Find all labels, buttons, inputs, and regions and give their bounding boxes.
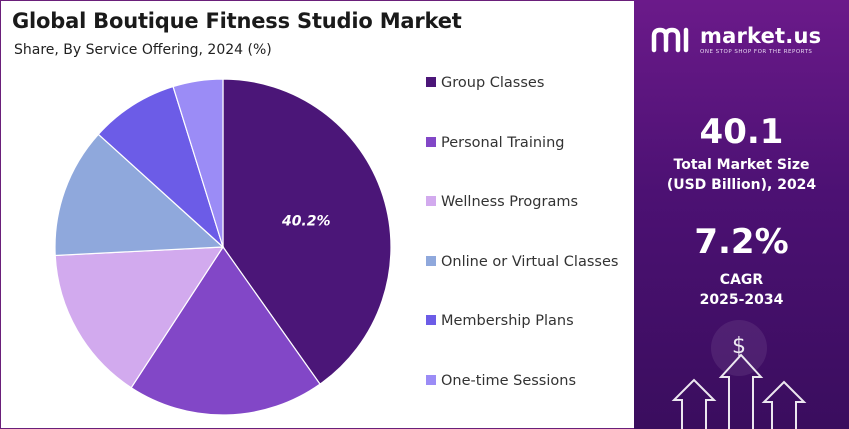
pie-slice-personal-training (130, 245, 321, 416)
chart-subtitle: Share, By Service Offering, 2024 (%) (14, 42, 272, 58)
up-arrow-icon (671, 353, 807, 429)
legend-label: Online or Virtual Classes (441, 253, 619, 270)
summary-panel: $ market.us ONE STOP SHOP FOR THE REPORT… (634, 0, 849, 429)
legend-label: Membership Plans (441, 313, 574, 330)
market-size-label-line1: Total Market Size (673, 157, 810, 173)
cagr-label-line2: 2025-2034 (699, 292, 784, 308)
pie-slice-wellness-programs (54, 246, 225, 389)
brand-logo: market.us ONE STOP SHOP FOR THE REPORTS (650, 22, 821, 56)
pie-slice-membership-plans (97, 85, 225, 249)
legend-label: Group Classes (441, 75, 545, 91)
legend-swatch (426, 196, 436, 207)
pie-chart: 40.2% (54, 78, 392, 416)
pie-slice-online-or-virtual-classes (54, 133, 225, 257)
legend-swatch (426, 77, 436, 87)
legend-swatch (426, 136, 436, 147)
pie-slice-one-time-sessions (172, 78, 224, 248)
legend-item: Online or Virtual Classes (426, 253, 618, 271)
legend-label: One-time Sessions (441, 373, 577, 389)
legend-item: One-time Sessions (426, 372, 576, 390)
legend-label: Wellness Programs (441, 194, 579, 211)
chart-title: Global Boutique Fitness Studio Market (12, 9, 462, 33)
market-size-label-line2: (USD Billion), 2024 (666, 177, 817, 193)
svg-text:$: $ (732, 334, 746, 359)
legend-item: Personal Training (426, 134, 564, 152)
legend-label: Personal Training (441, 134, 565, 151)
growth-arrows-icon: $ (671, 320, 807, 429)
market-us-logo-icon (651, 27, 689, 53)
pie-data-label: 40.2% (281, 214, 331, 230)
cagr-label-line1: CAGR (719, 272, 764, 288)
brand-tagline: ONE STOP SHOP FOR THE REPORTS (700, 49, 813, 55)
cagr-value: 7.2% (694, 222, 789, 262)
legend-item: Membership Plans (426, 312, 574, 330)
legend-swatch (426, 315, 436, 326)
dollar-icon: $ (732, 334, 746, 359)
market-size-value: 40.1 (699, 112, 784, 152)
brand-name: market.us (700, 24, 822, 48)
legend-swatch (426, 255, 436, 266)
legend-swatch (426, 375, 436, 385)
pie-slice-group-classes (222, 78, 392, 385)
legend-item: Group Classes (426, 74, 544, 92)
legend-item: Wellness Programs (426, 193, 578, 211)
